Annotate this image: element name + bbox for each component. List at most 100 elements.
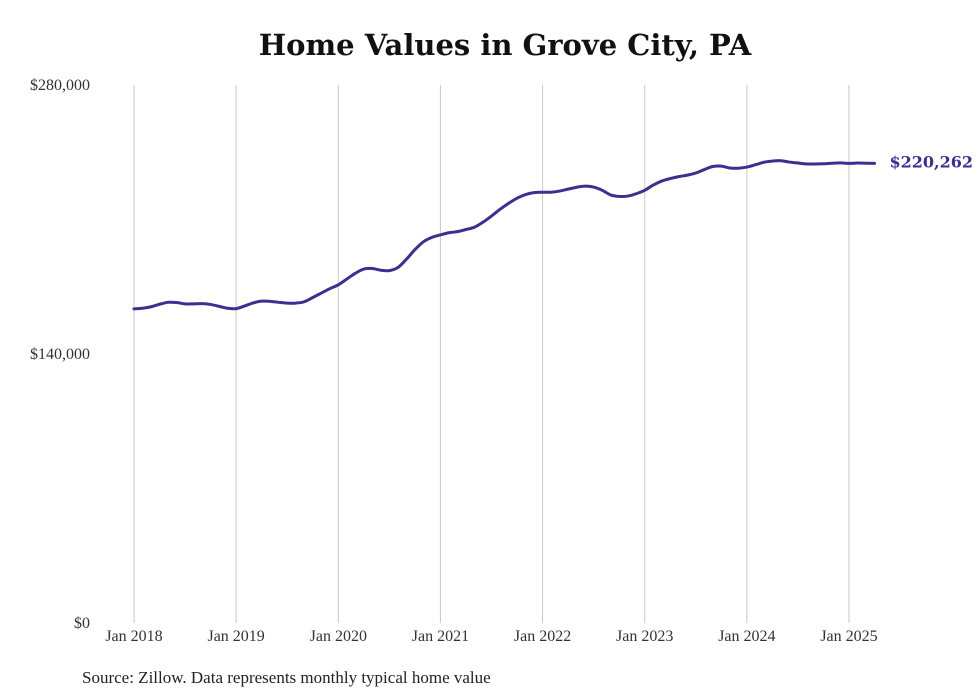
data-point — [235, 307, 237, 309]
data-point — [141, 307, 143, 309]
data-point — [397, 266, 399, 268]
y-tick-label: $0 — [74, 615, 90, 632]
data-point — [422, 241, 424, 243]
data-point — [158, 303, 160, 305]
data-point — [635, 193, 637, 195]
data-point — [822, 163, 824, 165]
x-axis-ticks: Jan 2018 Jan 2019 Jan 2020 Jan 2021 Jan 2022… — [105, 628, 877, 645]
data-point — [329, 287, 331, 289]
source-note: Source: Zillow. Data represents monthly … — [82, 668, 491, 687]
data-point — [814, 163, 816, 165]
data-point — [380, 269, 382, 271]
data-point — [456, 230, 458, 232]
data-point — [805, 163, 807, 165]
data-point — [167, 301, 169, 303]
data-point — [797, 162, 799, 164]
x-tick-label: Jan 2021 — [412, 628, 469, 645]
chart-title: Home Values in Grove City, PA — [258, 28, 752, 62]
data-point — [703, 168, 705, 170]
data-point — [201, 302, 203, 304]
data-point — [303, 301, 305, 303]
x-tick-label: Jan 2024 — [718, 628, 775, 645]
x-tick-label: Jan 2023 — [616, 628, 673, 645]
data-point — [490, 215, 492, 217]
x-tick-label: Jan 2022 — [514, 628, 571, 645]
data-point — [499, 208, 501, 210]
data-point — [218, 305, 220, 307]
data-point — [652, 184, 654, 186]
data-point — [712, 165, 714, 167]
data-point — [856, 162, 858, 164]
data-point — [626, 195, 628, 197]
data-point — [482, 221, 484, 223]
data-point — [473, 226, 475, 228]
data-point — [746, 166, 748, 168]
data-point — [184, 303, 186, 305]
data-point — [243, 305, 245, 307]
data-point — [644, 189, 646, 191]
data-point — [567, 188, 569, 190]
data-point — [133, 308, 135, 310]
data-point — [295, 302, 297, 304]
data-point — [695, 172, 697, 174]
data-point — [371, 267, 373, 269]
data-point — [252, 302, 254, 304]
data-point — [720, 165, 722, 167]
data-point — [278, 301, 280, 303]
data-point — [780, 160, 782, 162]
data-point — [533, 191, 535, 193]
data-point — [831, 162, 833, 164]
data-point — [346, 278, 348, 280]
data-point — [354, 272, 356, 274]
data-point — [661, 180, 663, 182]
data-point — [584, 185, 586, 187]
x-tick-label: Jan 2019 — [207, 628, 264, 645]
data-point — [601, 189, 603, 191]
y-tick-label: $140,000 — [30, 346, 90, 363]
data-point — [337, 284, 339, 286]
data-point — [550, 191, 552, 193]
data-point — [771, 160, 773, 162]
data-point — [192, 303, 194, 305]
x-tick-label: Jan 2025 — [820, 628, 877, 645]
gridlines — [133, 85, 850, 623]
data-point — [575, 186, 577, 188]
data-point — [320, 292, 322, 294]
data-point — [839, 162, 841, 164]
y-tick-label: $280,000 — [30, 77, 90, 94]
data-point — [507, 202, 509, 204]
data-point — [439, 234, 441, 236]
data-point — [669, 177, 671, 179]
data-point — [763, 161, 765, 163]
data-point — [541, 191, 543, 193]
data-point — [592, 186, 594, 188]
data-point — [618, 195, 620, 197]
data-point — [448, 232, 450, 234]
data-point — [209, 303, 211, 305]
data-point — [737, 167, 739, 169]
data-point — [286, 302, 288, 304]
last-value-label: $220,262 — [890, 152, 974, 171]
series-line — [132, 159, 877, 311]
data-point — [312, 296, 314, 298]
data-point — [175, 301, 177, 303]
data-point — [465, 228, 467, 230]
data-point — [363, 268, 365, 270]
data-point — [686, 174, 688, 176]
data-point — [754, 164, 756, 166]
data-point — [388, 269, 390, 271]
data-point — [729, 167, 731, 169]
data-point — [788, 161, 790, 163]
y-axis-ticks: $0 $140,000 $280,000 — [30, 77, 90, 632]
data-point — [405, 258, 407, 260]
data-point — [226, 307, 228, 309]
data-point — [678, 175, 680, 177]
data-point — [524, 193, 526, 195]
data-point — [414, 248, 416, 250]
data-point — [848, 162, 850, 164]
data-point — [260, 300, 262, 302]
data-point — [865, 162, 867, 164]
data-point — [431, 236, 433, 238]
series-layer — [132, 159, 877, 311]
